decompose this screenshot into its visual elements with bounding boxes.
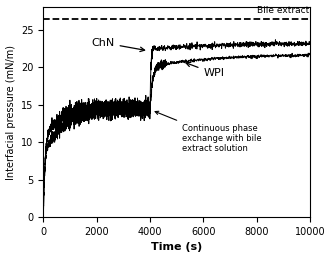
Y-axis label: Interfacial pressure (mN/m): Interfacial pressure (mN/m) <box>6 45 16 180</box>
Text: ChN: ChN <box>91 38 145 52</box>
Text: Continuous phase
exchange with bile
extract solution: Continuous phase exchange with bile extr… <box>155 111 262 154</box>
X-axis label: Time (s): Time (s) <box>151 243 202 252</box>
Text: Bile extract: Bile extract <box>257 6 309 15</box>
Text: WPI: WPI <box>186 62 224 78</box>
